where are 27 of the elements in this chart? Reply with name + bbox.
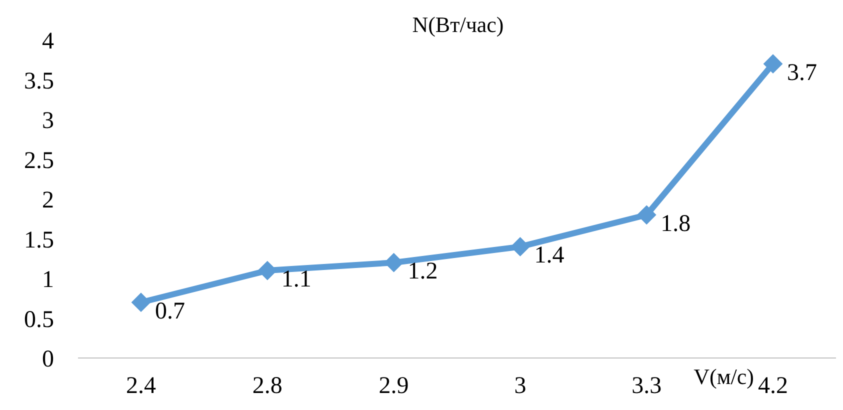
y-tick-label: 3.5	[24, 68, 54, 94]
data-label: 1.4	[534, 242, 564, 269]
y-tick-label: 2.5	[24, 148, 54, 174]
data-label: 0.7	[155, 298, 185, 324]
x-tick-label: 4.2	[758, 373, 788, 400]
point	[764, 54, 782, 74]
y-tick-label: 2	[42, 188, 54, 214]
x-tick-label: 2.4	[126, 373, 156, 400]
y-tick-label: 0	[42, 346, 54, 373]
point	[132, 292, 150, 312]
chart-title: N(Вт/час)	[412, 12, 504, 37]
data-label: 1.1	[281, 266, 312, 293]
data-label: 1.2	[408, 258, 438, 285]
x-tick-label: 2.8	[252, 373, 282, 400]
x-axis-title: V(м/с)	[694, 364, 754, 389]
point	[637, 205, 656, 224]
data-label: 3.7	[787, 60, 817, 86]
y-tick-label: 1.5	[24, 227, 54, 254]
data-label: 1.8	[660, 210, 691, 237]
x-tick-label: 2.9	[378, 373, 409, 400]
y-tick-label: 3	[42, 108, 54, 134]
y-tick-label: 0.5	[24, 306, 54, 333]
point	[510, 237, 530, 256]
y-tick-label: 4	[42, 28, 54, 55]
x-tick-label: 3	[514, 373, 526, 400]
y-tick-label: 1	[42, 267, 54, 294]
x-tick-label: 3.3	[632, 373, 662, 400]
